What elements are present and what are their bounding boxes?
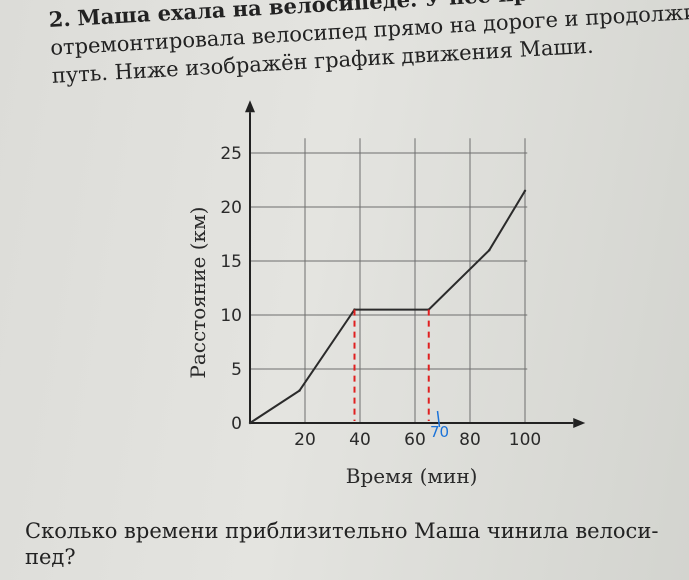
chart-series [248, 189, 527, 425]
y-tick-label: 0 [231, 414, 242, 434]
x-tick-label: 100 [509, 430, 541, 450]
annotation-label: 70 [430, 423, 449, 441]
chart-axes [245, 100, 586, 428]
x-axis-arrow [573, 418, 586, 428]
question-line-1: Сколько времени приблизительно Маша чини… [25, 519, 659, 543]
x-tick-label: 20 [294, 430, 316, 450]
series-point [488, 249, 491, 252]
y-tick-label: 25 [220, 144, 242, 164]
y-tick-label: 15 [220, 252, 242, 272]
question-text: Сколько времени приблизительно Маша чини… [25, 518, 685, 570]
y-tick-label: 5 [231, 360, 242, 380]
chart-grid [250, 138, 528, 423]
x-axis-title: Время (мин) [346, 464, 478, 488]
chart-labels: 20 40 60 80 100 0 5 10 15 20 25 Время (мин) Расстоян… [186, 144, 541, 488]
y-axis-arrow [245, 100, 255, 113]
x-tick-label: 40 [349, 430, 371, 450]
annotation-tick-mark [436, 410, 441, 428]
y-tick-label: 20 [220, 198, 242, 218]
chart-markers [353, 309, 441, 428]
series-point [248, 421, 252, 425]
y-tick-label: 10 [220, 306, 242, 326]
question-line-2: пед? [25, 545, 76, 569]
x-tick-label: 80 [459, 430, 481, 450]
series-point [523, 189, 527, 192]
y-axis-title: Расстояние (км) [186, 207, 210, 379]
series-line [249, 190, 526, 424]
series-point [298, 389, 301, 392]
x-tick-label: 60 [404, 430, 426, 450]
